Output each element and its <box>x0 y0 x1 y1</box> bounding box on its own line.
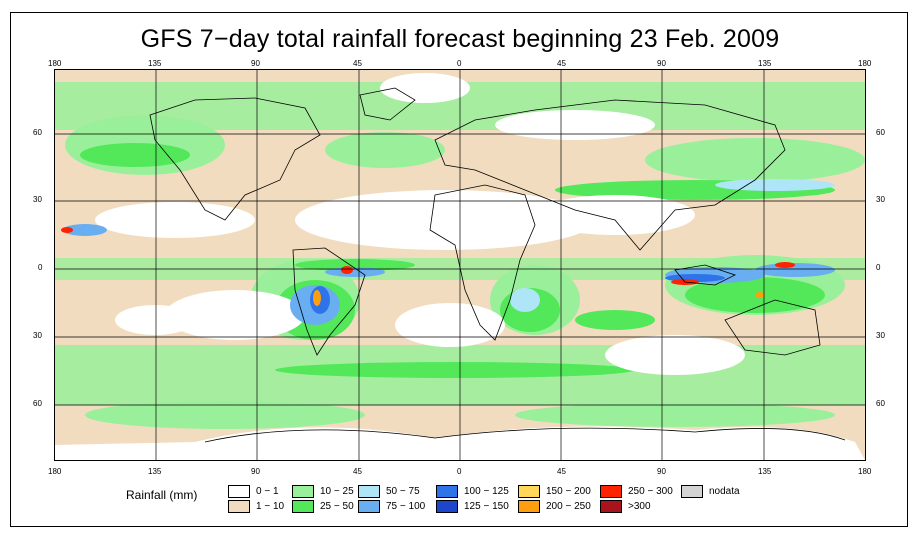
legend-label: 0 − 1 <box>256 486 279 497</box>
legend-swatch <box>518 485 540 498</box>
indonesia-outline <box>674 264 737 286</box>
south-america-outline <box>292 247 366 356</box>
lon-label-top: 180 <box>858 59 872 68</box>
lon-label-bottom: 180 <box>48 467 62 476</box>
figure-frame <box>10 12 908 527</box>
legend-swatch <box>292 485 314 498</box>
lon-label-top: 0 <box>457 59 462 68</box>
lat-label-right: 60 <box>876 399 885 408</box>
legend-item: 250 − 300 <box>600 485 673 498</box>
north-america-outline <box>149 97 321 221</box>
legend-item: 50 − 75 <box>358 485 420 498</box>
lat-label-right: 60 <box>876 128 885 137</box>
rain-band-50-150 <box>63 179 835 325</box>
legend-label: 200 − 250 <box>546 501 591 512</box>
lon-label-bottom: 90 <box>251 467 260 476</box>
lon-label-bottom: 135 <box>148 467 162 476</box>
legend-item: 125 − 150 <box>436 500 509 513</box>
lon-label-bottom: 180 <box>858 467 872 476</box>
legend-swatch <box>228 485 250 498</box>
legend-swatch <box>518 500 540 513</box>
map-title: GFS 7−day total rainfall forecast beginn… <box>140 25 780 53</box>
legend-item: 75 − 100 <box>358 500 425 513</box>
legend-item: 10 − 25 <box>292 485 354 498</box>
lat-label-left: 0 <box>38 263 43 272</box>
australia-outline <box>724 299 821 356</box>
legend-label: nodata <box>709 486 740 497</box>
lat-label-left: 60 <box>33 128 42 137</box>
rainfall-map <box>54 69 866 461</box>
lon-label-bottom: 135 <box>758 467 772 476</box>
legend-label: 100 − 125 <box>464 486 509 497</box>
lon-label-top: 90 <box>657 59 666 68</box>
legend-label: 10 − 25 <box>320 486 354 497</box>
lon-label-top: 180 <box>48 59 62 68</box>
lon-label-top: 45 <box>353 59 362 68</box>
legend-swatch <box>600 485 622 498</box>
legend-swatch <box>600 500 622 513</box>
legend-swatch <box>358 500 380 513</box>
lon-label-bottom: 90 <box>657 467 666 476</box>
legend-item: 100 − 125 <box>436 485 509 498</box>
lon-label-bottom: 45 <box>353 467 362 476</box>
legend-label: >300 <box>628 501 651 512</box>
lon-label-top: 135 <box>148 59 162 68</box>
legend-label: 1 − 10 <box>256 501 285 512</box>
legend-label: 125 − 150 <box>464 501 509 512</box>
lon-label-top: 90 <box>251 59 260 68</box>
legend-item: 1 − 10 <box>228 500 284 513</box>
legend-item: 200 − 250 <box>518 500 591 513</box>
lat-label-left: 30 <box>33 331 42 340</box>
legend-swatch <box>228 500 250 513</box>
legend-item: 25 − 50 <box>292 500 354 513</box>
lon-label-bottom: 0 <box>457 467 462 476</box>
lon-label-top: 135 <box>758 59 772 68</box>
coastlines <box>149 87 846 443</box>
legend-item: 0 − 1 <box>228 485 279 498</box>
lat-label-right: 30 <box>876 331 885 340</box>
legend-label: 150 − 200 <box>546 486 591 497</box>
legend-swatch <box>436 485 458 498</box>
graticule <box>55 70 865 460</box>
lat-label-left: 60 <box>33 399 42 408</box>
legend-label: 75 − 100 <box>386 501 426 512</box>
legend-swatch <box>436 500 458 513</box>
legend-swatch <box>292 500 314 513</box>
antarctica-outline <box>204 427 846 443</box>
africa-outline <box>429 184 536 341</box>
legend-item: 150 − 200 <box>518 485 591 498</box>
legend-item: nodata <box>681 485 740 498</box>
lat-label-left: 30 <box>33 195 42 204</box>
lat-label-right: 0 <box>876 263 881 272</box>
lon-label-top: 45 <box>557 59 566 68</box>
eurasia-outline <box>434 99 786 251</box>
lat-label-right: 30 <box>876 195 885 204</box>
legend-swatch <box>358 485 380 498</box>
legend-title: Rainfall (mm) <box>126 488 198 502</box>
legend-label: 50 − 75 <box>386 486 420 497</box>
greenland-outline <box>359 87 416 121</box>
lon-label-bottom: 45 <box>557 467 566 476</box>
legend-item: >300 <box>600 500 651 513</box>
legend-label: 25 − 50 <box>320 501 354 512</box>
legend-label: 250 − 300 <box>628 486 673 497</box>
legend-swatch <box>681 485 703 498</box>
rainfall-map-svg <box>55 70 865 460</box>
